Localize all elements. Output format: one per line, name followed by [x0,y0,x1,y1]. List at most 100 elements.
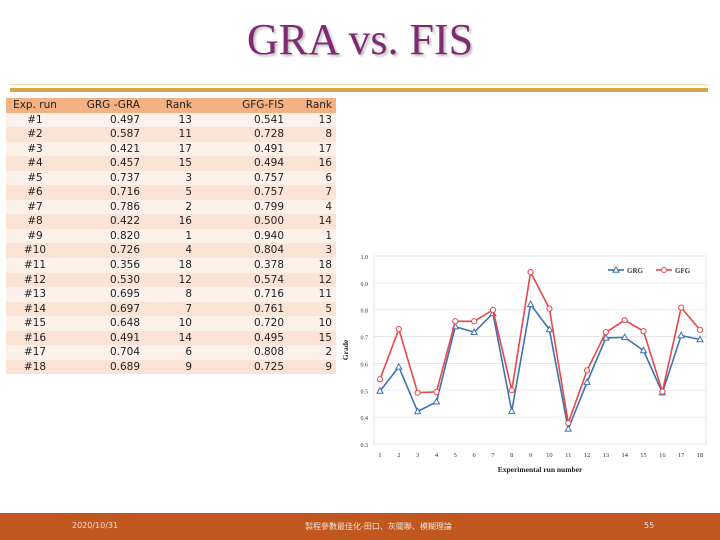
x-tick-label: 9 [529,452,532,459]
exp-run-cell: #1 [27,113,43,126]
gfg-fis-cell: 0.491 [253,142,284,155]
y-tick-label: 0.4 [361,416,369,422]
gfg-fis-cell: 0.574 [253,273,284,286]
fis-rank-cell: 2 [325,346,332,359]
footer-date: 2020/10/31 [72,521,119,530]
data-point-gfg [621,317,628,324]
gra-rank-cell: 6 [185,346,192,359]
data-point-gfg [395,325,402,333]
x-tick-label: 16 [659,452,666,459]
title-divider-thin [10,84,708,85]
gra-rank-cell: 10 [178,317,192,330]
gfg-fis-cell: 0.495 [253,331,284,344]
grg-gra-cell: 0.726 [109,244,140,257]
data-point-grg [432,397,441,405]
exp-run-cell: #5 [27,171,43,184]
table-header-row: Exp. run GRG -GRA Rank GFG-FIS Rank [6,98,336,113]
x-tick-label: 11 [565,452,571,459]
x-tick-label: 5 [454,452,457,459]
grg-gra-cell: 0.648 [109,317,140,330]
data-point-grg [394,362,403,370]
table-row: #10 0.726 4 0.804 3 [6,243,336,259]
exp-run-cell: #18 [23,360,47,373]
data-point-grg [526,300,535,308]
grg-gra-cell: 0.530 [109,273,140,286]
column-header: Rank [305,99,332,111]
gfg-fis-cell: 0.494 [253,157,284,170]
y-axis-label: Grade [341,339,350,360]
x-axis-label: Experimental run number [498,465,583,474]
exp-run-cell: #14 [23,302,47,315]
gfg-fis-cell: 0.761 [253,302,284,315]
gra-rank-cell: 5 [185,186,192,199]
grg-gra-cell: 0.491 [109,331,140,344]
grg-gra-cell: 0.697 [109,302,140,315]
data-point-gfg [527,269,534,276]
exp-run-cell: #16 [23,331,47,344]
x-tick-label: 17 [678,452,685,459]
data-point-gfg [546,305,553,312]
fis-rank-cell: 9 [325,360,332,373]
fis-rank-cell: 3 [325,244,332,257]
grg-gra-cell: 0.457 [109,157,140,170]
x-tick-label: 2 [397,452,400,459]
table-row: #17 0.704 6 0.808 2 [6,345,336,360]
data-point-grg [470,328,478,335]
table-row: #11 0.356 18 0.378 18 [6,258,336,273]
y-tick-label: 0.3 [361,443,369,449]
fis-rank-cell: 13 [318,113,332,126]
column-header: Rank [165,99,192,111]
grg-gra-cell: 0.689 [109,360,140,373]
data-point-grg [545,325,554,333]
data-point-grg [583,377,591,385]
fis-rank-cell: 7 [325,186,332,199]
data-point-gfg [678,304,685,311]
x-tick-label: 1 [378,452,381,459]
gra-rank-cell: 12 [178,273,192,286]
data-point-grg [677,331,686,339]
fis-rank-cell: 16 [318,157,332,170]
gra-rank-cell: 3 [185,171,192,184]
data-point-gfg [696,326,704,333]
data-point-gfg [376,376,384,383]
gra-rank-cell: 1 [185,229,192,242]
column-header: Exp. run [13,99,57,111]
data-point-gfg [452,318,459,325]
slide-footer: 2020/10/31 製程參數最佳化-田口、灰關聯、模糊理論 55 [0,513,720,540]
exp-run-cell: #4 [27,157,43,170]
gfg-fis-cell: 0.940 [253,229,284,242]
gfg-fis-cell: 0.720 [253,317,284,330]
x-tick-label: 14 [621,452,628,459]
plot-area [373,255,707,445]
gra-rank-cell: 16 [178,215,192,228]
gra-rank-cell: 7 [185,302,192,315]
gfg-fis-cell: 0.728 [253,128,284,141]
gfg-fis-cell: 0.804 [253,244,284,257]
fis-rank-cell: 14 [318,215,332,228]
fis-rank-cell: 1 [325,229,332,242]
legend-marker-grg [612,265,620,273]
gfg-fis-cell: 0.541 [253,113,284,126]
gfg-fis-cell: 0.716 [253,288,284,301]
data-point-grg [507,407,516,414]
data-point-grg [620,333,629,341]
fis-rank-cell: 5 [325,302,332,315]
x-tick-label: 12 [584,452,591,459]
grg-gra-cell: 0.820 [109,229,140,242]
table-row: #7 0.786 2 0.799 4 [6,199,336,215]
gfg-fis-cell: 0.808 [253,346,284,359]
results-table-body: Exp. run GRG -GRA Rank GFG-FIS Rank #1 0.497 13… [6,98,336,375]
data-point-grg [696,335,704,343]
exp-run-cell: #8 [27,215,43,228]
y-tick-label: 0.6 [361,362,369,368]
column-header: GRG -GRA [86,99,140,111]
fis-rank-cell: 17 [318,142,332,155]
fis-rank-cell: 11 [318,288,332,301]
table-row: #13 0.695 8 0.716 11 [6,287,336,302]
gra-rank-cell: 15 [178,157,192,170]
y-tick-label: 0.7 [361,336,369,342]
x-tick-label: 7 [491,452,495,459]
footer-course-title: 製程參數最佳化-田口、灰關聯、模糊理論 [305,522,452,531]
table-row: #12 0.530 12 0.574 12 [6,272,336,288]
legend-label-gfg: GFG [675,267,691,275]
